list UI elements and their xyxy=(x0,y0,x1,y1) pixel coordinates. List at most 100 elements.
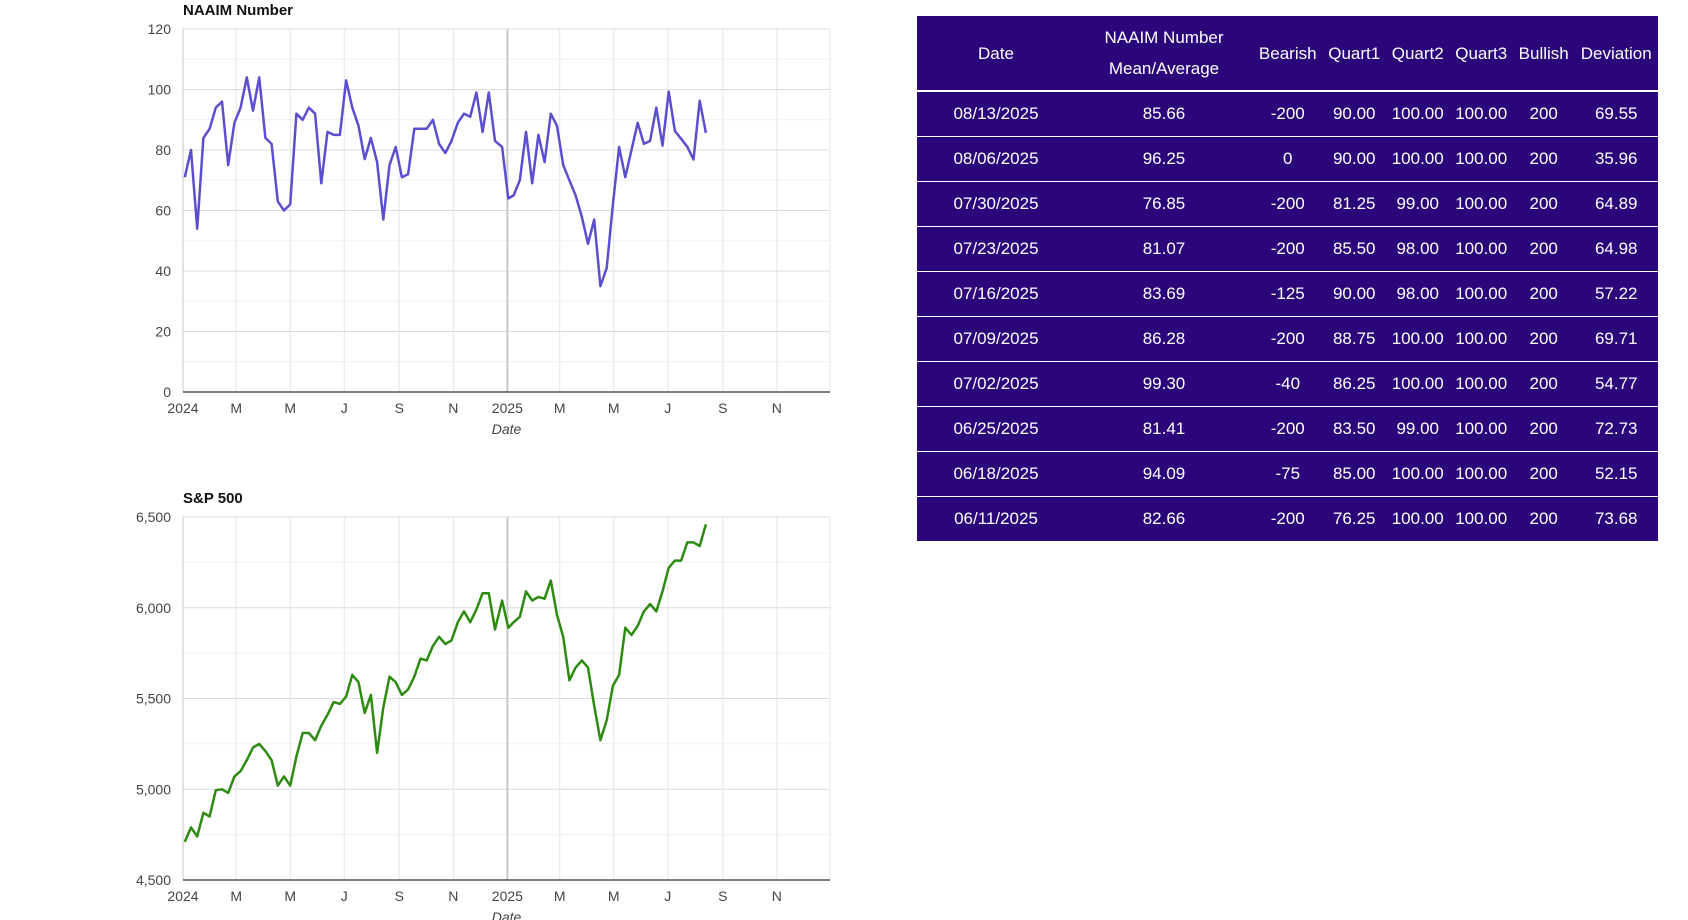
x-tick-label: S xyxy=(395,888,404,904)
table-row: 07/02/2025 99.30 -40 86.25 100.00 100.00 200 54… xyxy=(917,361,1658,407)
table-row: 07/23/2025 81.07 -200 85.50 98.00 100.00 200 64… xyxy=(917,226,1658,272)
grid xyxy=(183,28,831,393)
x-tick-label: S xyxy=(718,888,727,904)
cell-deviation: 52.15 xyxy=(1574,451,1658,497)
header-quart3: Quart3 xyxy=(1455,43,1508,63)
x-tick-label: M xyxy=(554,888,566,904)
cell-bearish: -75 xyxy=(1253,451,1323,497)
cell-quart1: 85.50 xyxy=(1322,226,1386,272)
cell-quart1: 76.25 xyxy=(1322,496,1386,541)
x-tick-label: J xyxy=(664,400,671,416)
x-tick-label: 2025 xyxy=(492,888,523,904)
cell-bearish: -200 xyxy=(1253,90,1323,137)
table-header-row: Date NAAIM Number Mean/Average Bearish Q… xyxy=(917,16,1658,91)
cell-quart3: 100.00 xyxy=(1449,361,1513,407)
y-tick-label: 6,500 xyxy=(136,509,171,525)
cell-quart2: 100.00 xyxy=(1385,496,1450,541)
cell-quart2: 100.00 xyxy=(1385,361,1450,407)
x-tick-label: 2024 xyxy=(167,400,198,416)
x-tick-label: S xyxy=(718,400,727,416)
x-tick-label: 2025 xyxy=(492,400,523,416)
x-tick-label: M xyxy=(608,400,620,416)
cell-date: 08/13/2025 xyxy=(917,90,1075,137)
cell-date: 06/18/2025 xyxy=(917,451,1075,497)
table-row: 06/25/2025 81.41 -200 83.50 99.00 100.00 200 72… xyxy=(917,406,1658,452)
x-tick-label: M xyxy=(230,400,242,416)
cell-date: 07/02/2025 xyxy=(917,361,1075,407)
grid xyxy=(183,516,831,881)
y-tick-label: 100 xyxy=(148,82,172,98)
cell-deviation: 72.73 xyxy=(1574,406,1658,452)
cell-quart3: 100.00 xyxy=(1449,181,1513,227)
cell-bearish: 0 xyxy=(1253,136,1323,182)
cell-quart3: 100.00 xyxy=(1449,406,1513,452)
x-tick-label: N xyxy=(448,400,458,416)
cell-quart2: 99.00 xyxy=(1385,406,1450,452)
x-tick-label: M xyxy=(608,888,620,904)
cell-naaim-mean: 96.25 xyxy=(1075,136,1253,182)
cell-deviation: 73.68 xyxy=(1574,496,1658,541)
cell-bullish: 200 xyxy=(1512,361,1575,407)
cell-quart1: 81.25 xyxy=(1322,181,1386,227)
cell-quart3: 100.00 xyxy=(1449,226,1513,272)
header-quart2: Quart2 xyxy=(1391,43,1444,63)
cell-bearish: -200 xyxy=(1253,406,1323,452)
cell-bullish: 200 xyxy=(1512,181,1575,227)
y-tick-label: 120 xyxy=(148,21,172,37)
cell-quart1: 85.00 xyxy=(1322,451,1386,497)
cell-quart1: 88.75 xyxy=(1322,316,1386,362)
cell-quart3: 100.00 xyxy=(1449,271,1513,317)
x-tick-label: M xyxy=(554,400,566,416)
cell-naaim-mean: 99.30 xyxy=(1075,361,1253,407)
cell-bullish: 200 xyxy=(1512,406,1575,452)
x-tick-label: M xyxy=(284,400,296,416)
cell-quart2: 98.00 xyxy=(1385,271,1450,317)
series-line xyxy=(183,523,708,843)
cell-quart2: 100.00 xyxy=(1385,136,1450,182)
table-row: 07/09/2025 86.28 -200 88.75 100.00 100.00 200 6… xyxy=(917,316,1658,362)
cell-bearish: -200 xyxy=(1253,496,1323,541)
naaim-chart: 0 20 40 60 80 100 120 2024 M M J S N 2025 M M J S N NAAIM N… xyxy=(148,2,831,437)
table-row: 07/16/2025 83.69 -125 90.00 98.00 100.00 200 57… xyxy=(917,271,1658,317)
cell-bullish: 200 xyxy=(1512,90,1575,137)
cell-quart2: 100.00 xyxy=(1385,316,1450,362)
cell-quart1: 90.00 xyxy=(1322,136,1386,182)
cell-date: 06/11/2025 xyxy=(917,496,1075,541)
header-bullish: Bullish xyxy=(1518,43,1569,63)
sp500-chart: 4,500 5,000 5,500 6,000 6,500 2024 M M J S N 2025 M M… xyxy=(136,490,831,920)
x-tick-label: M xyxy=(284,888,296,904)
cell-quart2: 99.00 xyxy=(1385,181,1450,227)
cell-naaim-mean: 83.69 xyxy=(1075,271,1253,317)
y-tick-label: 0 xyxy=(163,384,171,400)
cell-quart3: 100.00 xyxy=(1449,90,1513,137)
x-tick-label: 2024 xyxy=(167,888,198,904)
cell-bearish: -200 xyxy=(1253,181,1323,227)
cell-naaim-mean: 81.07 xyxy=(1075,226,1253,272)
cell-quart1: 90.00 xyxy=(1322,271,1386,317)
y-tick-label: 40 xyxy=(155,263,171,279)
y-tick-label: 5,500 xyxy=(136,691,171,707)
cell-bullish: 200 xyxy=(1512,451,1575,497)
table-row: 06/11/2025 82.66 -200 76.25 100.00 100.00 200 7… xyxy=(917,496,1658,541)
cell-bearish: -40 xyxy=(1253,361,1323,407)
cell-bearish: -125 xyxy=(1253,271,1323,317)
x-tick-label: J xyxy=(341,400,348,416)
cell-naaim-mean: 85.66 xyxy=(1075,90,1253,137)
x-axis-label: Date xyxy=(492,421,522,437)
cell-bullish: 200 xyxy=(1512,226,1575,272)
table-row: 08/06/2025 96.25 0 90.00 100.00 100.00 200 35.9… xyxy=(917,136,1658,182)
y-tick-label: 5,000 xyxy=(136,781,171,797)
cell-bearish: -200 xyxy=(1253,226,1323,272)
series-line xyxy=(183,76,708,288)
cell-naaim-mean: 86.28 xyxy=(1075,316,1253,362)
header-naaim-number-line1: NAAIM Number xyxy=(1104,28,1224,47)
cell-date: 07/09/2025 xyxy=(917,316,1075,362)
x-tick-label: S xyxy=(395,400,404,416)
cell-quart2: 98.00 xyxy=(1385,226,1450,272)
y-tick-label: 80 xyxy=(155,142,171,158)
cell-naaim-mean: 76.85 xyxy=(1075,181,1253,227)
cell-bullish: 200 xyxy=(1512,316,1575,362)
table-row: 07/30/2025 76.85 -200 81.25 99.00 100.00 200 64… xyxy=(917,181,1658,227)
table-row: 08/13/2025 85.66 -200 90.00 100.00 100.00 200 6… xyxy=(917,90,1658,137)
header-naaim-number: NAAIM Number Mean/Average xyxy=(1075,16,1253,91)
